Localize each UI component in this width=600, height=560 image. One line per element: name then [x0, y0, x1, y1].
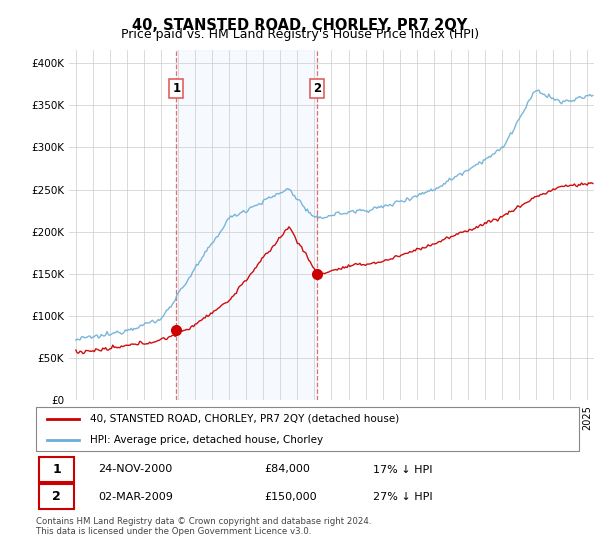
Text: £84,000: £84,000 [264, 464, 310, 474]
Text: 17% ↓ HPI: 17% ↓ HPI [373, 464, 432, 474]
Text: 27% ↓ HPI: 27% ↓ HPI [373, 492, 432, 502]
Text: 24-NOV-2000: 24-NOV-2000 [98, 464, 173, 474]
FancyBboxPatch shape [36, 407, 579, 451]
Text: Price paid vs. HM Land Registry's House Price Index (HPI): Price paid vs. HM Land Registry's House … [121, 28, 479, 41]
Bar [176, 50, 317, 400]
Text: 2: 2 [313, 82, 322, 95]
Text: 1: 1 [172, 82, 181, 95]
Text: HPI: Average price, detached house, Chorley: HPI: Average price, detached house, Chor… [91, 435, 323, 445]
Text: 2: 2 [52, 490, 61, 503]
Text: 02-MAR-2009: 02-MAR-2009 [98, 492, 173, 502]
Text: £150,000: £150,000 [264, 492, 317, 502]
Text: 40, STANSTED ROAD, CHORLEY, PR7 2QY (detached house): 40, STANSTED ROAD, CHORLEY, PR7 2QY (det… [91, 414, 400, 424]
Text: 1: 1 [52, 463, 61, 476]
FancyBboxPatch shape [39, 457, 74, 482]
Text: 40, STANSTED ROAD, CHORLEY, PR7 2QY: 40, STANSTED ROAD, CHORLEY, PR7 2QY [133, 18, 467, 33]
Text: Contains HM Land Registry data © Crown copyright and database right 2024.
This d: Contains HM Land Registry data © Crown c… [36, 517, 371, 536]
FancyBboxPatch shape [39, 484, 74, 509]
